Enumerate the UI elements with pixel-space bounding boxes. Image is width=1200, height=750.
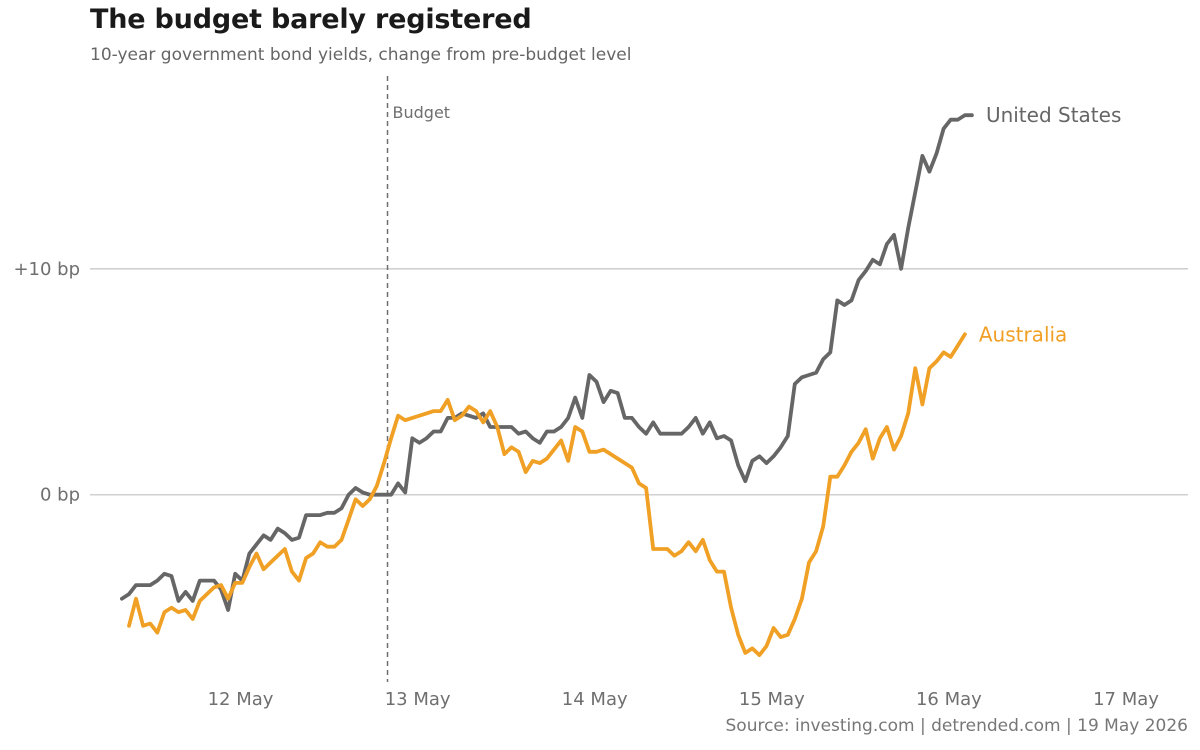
- y-tick-label: 0 bp: [40, 485, 80, 506]
- series-line-australia: [127, 332, 967, 657]
- series-label-united-states: United States: [986, 103, 1121, 127]
- x-tick-label: 12 May: [208, 689, 274, 710]
- y-tick-label: +10 bp: [13, 259, 80, 280]
- x-tick-label: 14 May: [562, 689, 628, 710]
- x-tick-label: 13 May: [385, 689, 451, 710]
- x-tick-label: 15 May: [739, 689, 805, 710]
- series-line-united-states: [120, 113, 974, 612]
- x-tick-label: 16 May: [916, 689, 982, 710]
- chart-subtitle: 10-year government bond yields, change f…: [90, 45, 632, 65]
- budget-annotation-label: Budget: [393, 103, 451, 122]
- chart-title: The budget barely registered: [90, 4, 532, 35]
- source-note: Source: investing.com | detrended.com | …: [725, 716, 1189, 736]
- x-tick-label: 17 May: [1093, 689, 1159, 710]
- series-label-australia: Australia: [979, 322, 1067, 346]
